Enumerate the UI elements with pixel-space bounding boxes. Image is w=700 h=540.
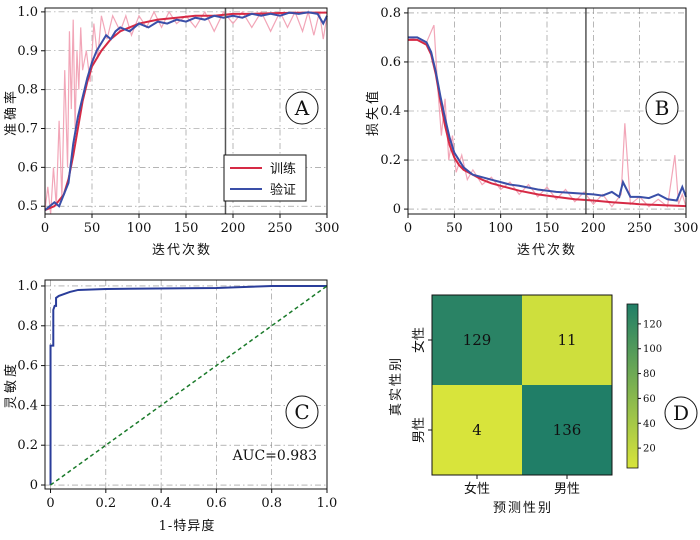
panel-c-ylabel: 灵敏度 <box>3 361 19 409</box>
panel-a-xtick-label: 0 <box>41 221 49 236</box>
panel-a-xlabel: 迭代次数 <box>152 242 212 258</box>
confusion-cell-value: 129 <box>463 331 492 349</box>
panel-c-badge <box>285 395 319 429</box>
panel-d-badge <box>664 396 698 430</box>
confusion-col-label: 男性 <box>554 482 580 497</box>
panel-a-xtick-label: 50 <box>84 221 101 236</box>
panel-a-xtick-label: 250 <box>268 221 293 236</box>
panel-a-series-1 <box>44 11 328 211</box>
panel-b-badge <box>645 91 679 125</box>
panel-b-ytick-label: 0.8 <box>380 6 401 21</box>
panel-a-xtick-label: 300 <box>315 221 340 236</box>
colorbar-tick-label: 40 <box>643 419 656 430</box>
panel-b-plot-frame <box>407 7 687 215</box>
panel-b-raw-series <box>407 24 687 208</box>
colorbar-tick-label: 20 <box>643 444 656 455</box>
confusion-cell <box>432 295 522 385</box>
panel-c-series-0 <box>49 284 327 486</box>
panel-b-loss-chart: 0 50 100 150 200 250 300 0 0.2 0.4 0.6 0.8 迭代次数 损失值… <box>365 6 698 258</box>
panel-a-plot-frame <box>44 7 328 215</box>
confusion-cell-value: 11 <box>557 331 576 349</box>
panel-a-xtick-label: 150 <box>174 221 199 236</box>
colorbar-tick-label: 120 <box>643 319 662 330</box>
confusion-cell-value: 4 <box>472 421 482 439</box>
confusion-col-label: 女性 <box>464 481 490 497</box>
panel-a-ytick-label: 0.7 <box>17 121 38 136</box>
panel-a-ytick-label: 0.8 <box>17 83 38 98</box>
panel-b-xlabel: 迭代次数 <box>517 242 577 258</box>
panel-b-xtick-label: 300 <box>674 221 699 236</box>
panel-b-ylabel: 损失值 <box>365 88 381 136</box>
panel-c-xtick-label: 0.2 <box>95 496 116 511</box>
panel-a-xtick-label: 100 <box>127 221 152 236</box>
panel-c-ytick-label: 0.4 <box>17 398 38 413</box>
panel-b-badge-label: B <box>655 96 670 120</box>
panel-a-legend: 训练 验证 <box>223 154 307 202</box>
panel-c-xlabel: 1-特异度 <box>159 518 216 534</box>
panel-a-ytick-label: 1.0 <box>17 5 38 20</box>
panel-a-ylabel: 准确率 <box>3 88 19 136</box>
panel-b-xtick-label: 200 <box>581 221 606 236</box>
panel-b-ytick-label: 0 <box>393 202 401 217</box>
panel-c-badge-label: C <box>294 400 309 424</box>
panel-b-series-1 <box>408 36 687 202</box>
panel-c-ytick-label: 0.6 <box>17 359 38 374</box>
panel-a-xtick-label: 200 <box>221 221 246 236</box>
panel-b-xtick-label: 250 <box>627 221 652 236</box>
panel-b-xtick-label: 100 <box>488 221 513 236</box>
panel-c-series-1 <box>50 285 328 486</box>
panel-b-ytick-label: 0.2 <box>380 153 401 168</box>
panel-a-ytick-label: 0.6 <box>17 160 38 175</box>
panel-a-badge <box>285 91 319 125</box>
confusion-cell <box>522 295 612 385</box>
panel-a-accuracy-chart: 0 50 100 150 200 250 300 0.5 0.6 0.7 0.8 0.9 1.0 迭代次… <box>3 5 339 258</box>
confusion-row-label: 女性 <box>411 327 427 353</box>
panel-c-plot-frame <box>44 279 328 490</box>
panel-c-xtick-label: 0.6 <box>206 496 227 511</box>
panel-b-xtick-label: 150 <box>535 221 560 236</box>
legend-train-label: 训练 <box>270 162 296 177</box>
panel-c-xtick-label: 0.4 <box>151 496 172 511</box>
panel-c-ytick-label: 0.2 <box>17 438 38 453</box>
panel-a-ytick-label: 0.5 <box>17 199 38 214</box>
panel-b-xtick-label: 50 <box>446 221 463 236</box>
confusion-cell-value: 136 <box>553 421 582 439</box>
panel-d-badge-label: D <box>673 401 689 425</box>
panel-b-ytick-label: 0.4 <box>380 104 401 119</box>
panel-a-badge-label: A <box>294 96 310 120</box>
panel-d-xlabel: 预测性别 <box>493 501 553 516</box>
panel-a-ytick-label: 0.9 <box>17 44 38 59</box>
panel-d-ylabel: 真实性别 <box>389 356 404 416</box>
panel-b-xtick-label: 0 <box>404 221 412 236</box>
panel-a-raw-series <box>44 9 328 215</box>
panel-c-xtick-label: 1.0 <box>317 496 338 511</box>
colorbar <box>626 303 639 469</box>
panel-c-ytick-label: 0 <box>30 478 38 493</box>
confusion-cell <box>522 385 612 475</box>
confusion-cell <box>432 385 522 475</box>
colorbar-tick-label: 100 <box>643 344 662 355</box>
confusion-row-label: 男性 <box>412 417 427 443</box>
confusion-frame <box>431 294 613 476</box>
legend-val-label: 验证 <box>270 182 296 198</box>
panel-c-xtick-label: 0.8 <box>261 496 282 511</box>
panel-c-ytick-label: 0.8 <box>17 319 38 334</box>
colorbar-tick-label: 80 <box>643 369 656 380</box>
panel-c-roc-chart: 0 0.2 0.4 0.6 0.8 1.0 0 0.2 0.4 0.6 0.8 1.0 1-特异度 灵… <box>3 279 337 534</box>
panel-b-ytick-label: 0.6 <box>380 55 401 70</box>
panel-c-xtick-label: 0 <box>46 496 54 511</box>
colorbar-tick-label: 60 <box>643 394 656 405</box>
panel-c-auc-annotation: AUC=0.983 <box>232 448 317 464</box>
panel-c-ytick-label: 1.0 <box>17 279 38 294</box>
